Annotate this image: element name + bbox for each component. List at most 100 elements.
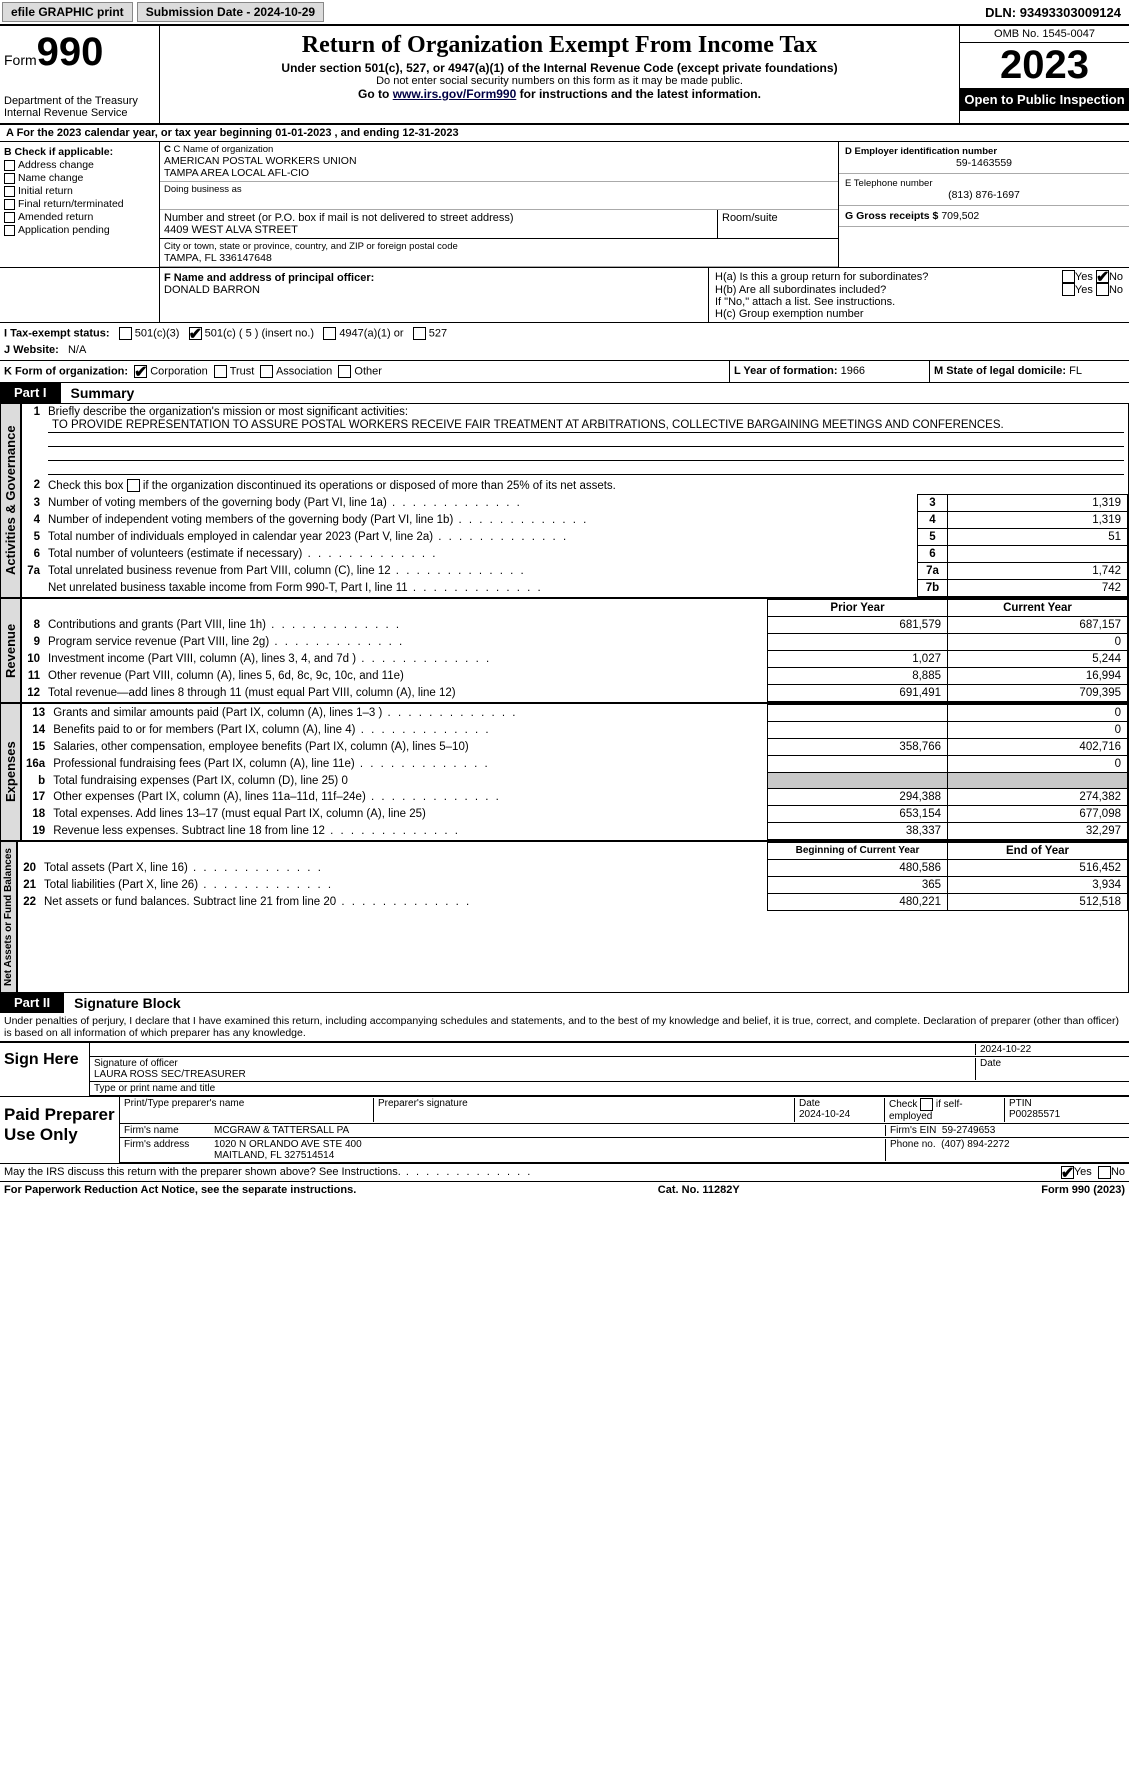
chk-corp[interactable] xyxy=(134,365,147,378)
street-address: 4409 WEST ALVA STREET xyxy=(164,224,713,236)
chk-501c3[interactable] xyxy=(119,327,132,340)
r14c: 0 xyxy=(948,722,1128,739)
entity-box: B Check if applicable: Address change Na… xyxy=(0,142,1129,268)
prep-sig-label: Preparer's signature xyxy=(374,1098,795,1122)
chk-assoc[interactable] xyxy=(260,365,273,378)
chk-self-emp[interactable] xyxy=(920,1098,933,1111)
chk-discontinued[interactable] xyxy=(127,479,140,492)
org-name-label: C C Name of organization xyxy=(164,144,834,155)
city-label: City or town, state or province, country… xyxy=(164,241,834,252)
l-label: L Year of formation: xyxy=(734,365,838,377)
r16c: 0 xyxy=(948,756,1128,773)
discuss-no[interactable] xyxy=(1098,1166,1111,1179)
m-label: M State of legal domicile: xyxy=(934,365,1066,377)
hb-yes[interactable] xyxy=(1062,283,1075,296)
open-to-public: Open to Public Inspection xyxy=(960,88,1129,111)
ptin-label: PTIN xyxy=(1009,1098,1032,1109)
l7b: Net unrelated business taxable income fr… xyxy=(44,580,918,597)
hdr-eoy: End of Year xyxy=(948,843,1128,860)
i-label: I Tax-exempt status: xyxy=(4,327,110,339)
part2-title: Signature Block xyxy=(64,993,191,1013)
sig-date: 2024-10-22 xyxy=(975,1044,1125,1055)
r17p: 294,388 xyxy=(768,789,948,806)
perjury-declaration: Under penalties of perjury, I declare th… xyxy=(0,1013,1129,1042)
r20c: 516,452 xyxy=(948,860,1128,877)
dba-label: Doing business as xyxy=(164,184,834,195)
firm-addr2: MAITLAND, FL 327514514 xyxy=(214,1150,885,1161)
chk-other[interactable] xyxy=(338,365,351,378)
submission-date-label: Submission Date - xyxy=(146,5,251,19)
sig-officer-label: Signature of officer xyxy=(94,1058,975,1069)
l22: Net assets or fund balances. Subtract li… xyxy=(40,894,768,911)
l20: Total assets (Part X, line 16) xyxy=(40,860,768,877)
mission-text: TO PROVIDE REPRESENTATION TO ASSURE POST… xyxy=(48,418,1124,433)
subtitle-code: Under section 501(c), 527, or 4947(a)(1)… xyxy=(168,61,951,75)
sign-here-block: Sign Here 2024-10-22 Signature of office… xyxy=(0,1042,1129,1096)
subtitle-goto: Go to www.irs.gov/Form990 for instructio… xyxy=(168,87,951,101)
l16b: Total fundraising expenses (Part IX, col… xyxy=(49,773,767,789)
irs-link[interactable]: www.irs.gov/Form990 xyxy=(393,87,517,101)
vtab-net-assets: Net Assets or Fund Balances xyxy=(0,841,17,993)
pra-notice: For Paperwork Reduction Act Notice, see … xyxy=(4,1184,356,1196)
checkbox-initial-return[interactable] xyxy=(4,186,15,197)
gross-label: G Gross receipts $ xyxy=(845,210,938,222)
phone-label: E Telephone number xyxy=(845,178,1123,189)
l7a: Total unrelated business revenue from Pa… xyxy=(44,563,918,580)
l17: Other expenses (Part IX, column (A), lin… xyxy=(49,789,767,806)
part1-tag: Part I xyxy=(0,383,61,403)
l9: Program service revenue (Part VIII, line… xyxy=(44,634,768,651)
r15c: 402,716 xyxy=(948,739,1128,756)
r18c: 677,098 xyxy=(948,806,1128,823)
ha-yes[interactable] xyxy=(1062,270,1075,283)
chk-501c[interactable] xyxy=(189,327,202,340)
v7b: 742 xyxy=(948,580,1128,597)
l11: Other revenue (Part VIII, column (A), li… xyxy=(44,668,768,685)
checkbox-amended[interactable] xyxy=(4,212,15,223)
form-word: Form xyxy=(4,52,37,68)
l14: Benefits paid to or for members (Part IX… xyxy=(49,722,767,739)
submission-date-button[interactable]: Submission Date - 2024-10-29 xyxy=(137,2,324,22)
l13: Grants and similar amounts paid (Part IX… xyxy=(49,705,767,722)
addr-label: Number and street (or P.O. box if mail i… xyxy=(164,212,713,224)
chk-trust[interactable] xyxy=(214,365,227,378)
hb-note: If "No," attach a list. See instructions… xyxy=(715,296,1123,308)
omb-number: OMB No. 1545-0047 xyxy=(960,26,1129,43)
efile-print-button[interactable]: efile GRAPHIC print xyxy=(2,2,133,22)
firm-addr1: 1020 N ORLANDO AVE STE 400 xyxy=(214,1139,885,1150)
firm-name: MCGRAW & TATTERSALL PA xyxy=(214,1125,885,1136)
city-state-zip: TAMPA, FL 336147648 xyxy=(164,252,834,264)
v5: 51 xyxy=(948,529,1128,546)
ha-no[interactable] xyxy=(1096,270,1109,283)
row-k-l-m: K Form of organization: Corporation Trus… xyxy=(0,361,1129,383)
chk-4947[interactable] xyxy=(323,327,336,340)
k-label: K Form of organization: xyxy=(4,365,128,377)
checkbox-name-change[interactable] xyxy=(4,173,15,184)
r20p: 480,586 xyxy=(768,860,948,877)
footer: For Paperwork Reduction Act Notice, see … xyxy=(0,1181,1129,1198)
ein-label: D Employer identification number xyxy=(845,146,1123,157)
checkbox-address-change[interactable] xyxy=(4,160,15,171)
l8: Contributions and grants (Part VIII, lin… xyxy=(44,617,768,634)
firm-phone: (407) 894-2272 xyxy=(941,1139,1009,1150)
discuss-yes[interactable] xyxy=(1061,1166,1074,1179)
dln: DLN: 93493303009124 xyxy=(985,5,1127,20)
v7a: 1,742 xyxy=(948,563,1128,580)
gross-receipts: 709,502 xyxy=(941,210,979,222)
r19p: 38,337 xyxy=(768,823,948,840)
hb-no[interactable] xyxy=(1096,283,1109,296)
phone-value: (813) 876-1697 xyxy=(845,189,1123,201)
ha-label: H(a) Is this a group return for subordin… xyxy=(715,271,1062,283)
org-name-1: AMERICAN POSTAL WORKERS UNION xyxy=(164,155,834,167)
r21c: 3,934 xyxy=(948,877,1128,894)
j-label: J Website: xyxy=(4,344,59,356)
r22p: 480,221 xyxy=(768,894,948,911)
checkbox-app-pending[interactable] xyxy=(4,225,15,236)
part1-header: Part I Summary xyxy=(0,383,1129,403)
top-bar: efile GRAPHIC print Submission Date - 20… xyxy=(0,0,1129,26)
sig-officer-name: LAURA ROSS SEC/TREASURER xyxy=(94,1069,975,1080)
l19: Revenue less expenses. Subtract line 18 … xyxy=(49,823,767,840)
year-formation: 1966 xyxy=(841,365,865,377)
r11p: 8,885 xyxy=(768,668,948,685)
checkbox-final-return[interactable] xyxy=(4,199,15,210)
chk-527[interactable] xyxy=(413,327,426,340)
